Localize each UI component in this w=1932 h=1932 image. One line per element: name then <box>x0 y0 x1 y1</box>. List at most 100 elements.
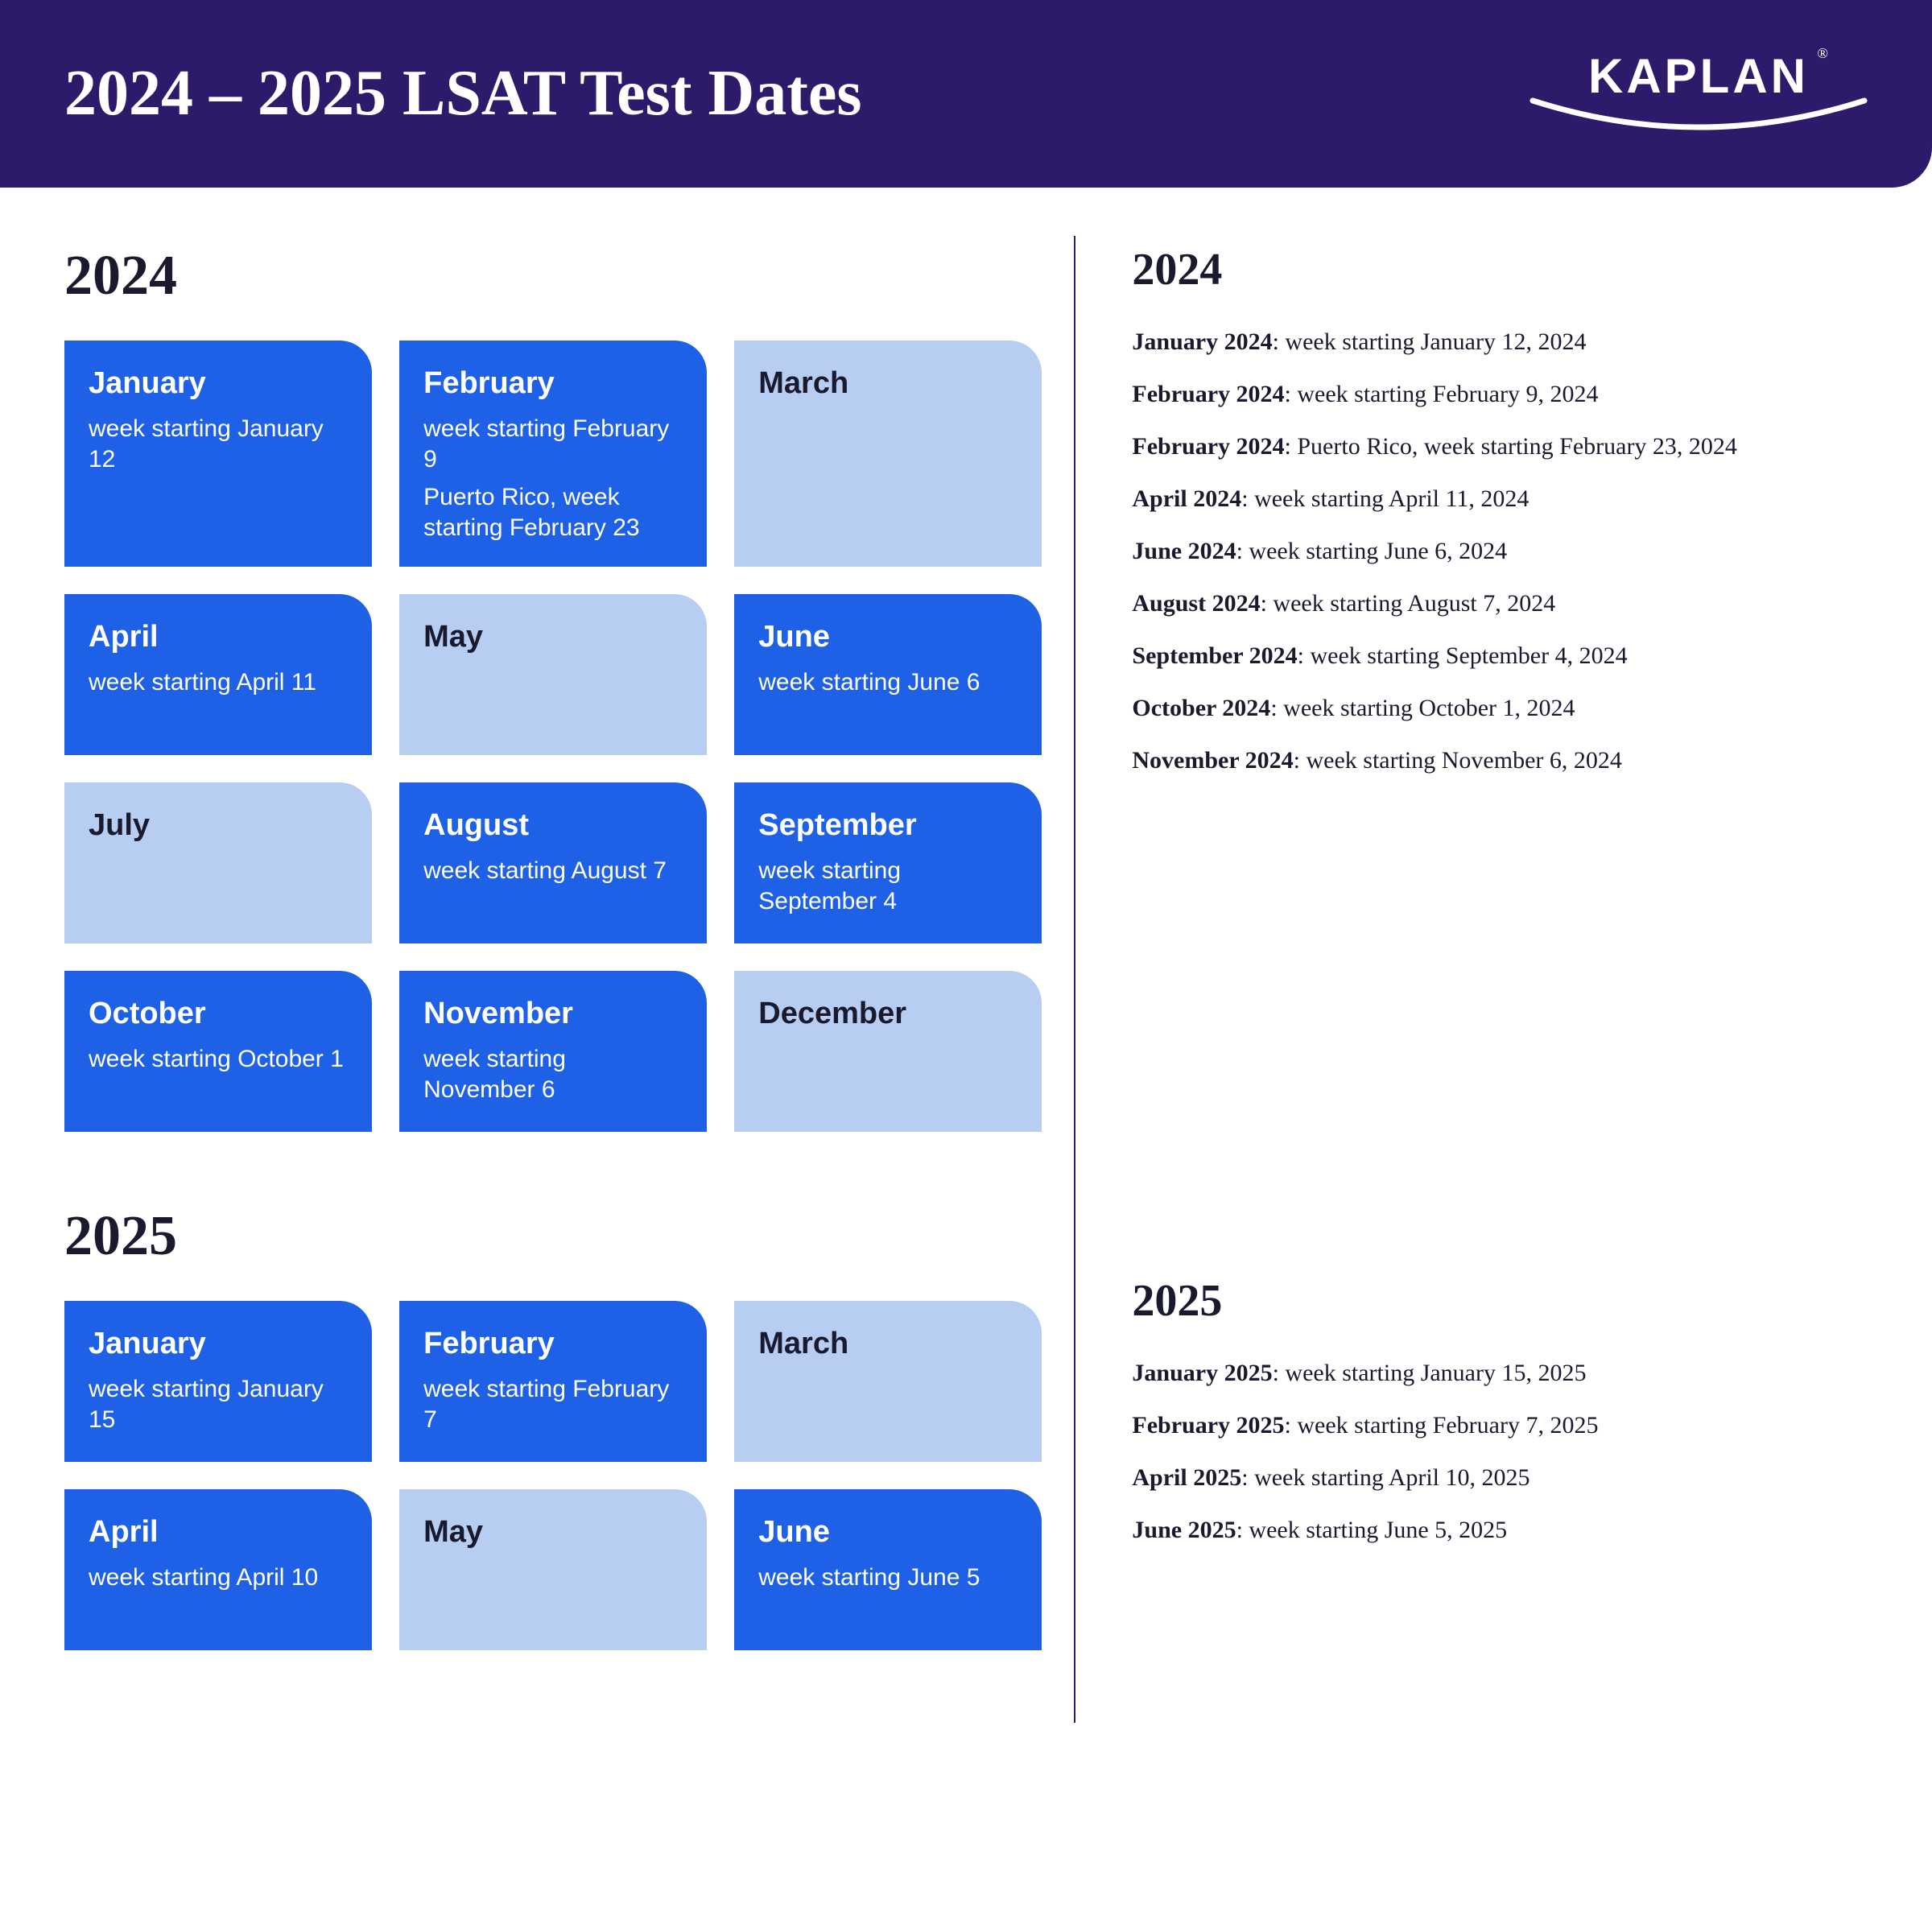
month-label: January <box>89 1327 348 1361</box>
month-card: February week starting February 9 Puerto R… <box>399 341 707 567</box>
date-entry-text: : week starting June 5, 2025 <box>1236 1517 1508 1543</box>
month-label: February <box>423 366 683 401</box>
date-entry: February 2024: Puerto Rico, week startin… <box>1132 431 1868 462</box>
date-entry-label: June 2024 <box>1132 538 1236 564</box>
date-entry-text: : week starting February 9, 2024 <box>1285 381 1599 407</box>
month-label: July <box>89 808 348 843</box>
date-entry: August 2024: week starting August 7, 202… <box>1132 588 1868 619</box>
date-entry-label: November 2024 <box>1132 747 1293 774</box>
date-entry-label: April 2025 <box>1132 1464 1241 1491</box>
month-detail: week starting November 6 <box>423 1044 683 1104</box>
list-column: 2024 January 2024: week starting January… <box>1074 236 1868 1723</box>
date-entry: January 2024: week starting January 12, … <box>1132 326 1868 357</box>
month-label: June <box>758 1515 1018 1550</box>
date-entry-label: September 2024 <box>1132 642 1297 669</box>
month-label: January <box>89 366 348 401</box>
date-list-2024: January 2024: week starting January 12, … <box>1132 326 1868 776</box>
calendar-column: 2024 January week starting January 12 Febr… <box>64 236 1074 1723</box>
date-entry-text: : week starting April 10, 2025 <box>1241 1464 1530 1491</box>
month-card: Octoberweek starting October 1 <box>64 971 372 1132</box>
date-entry: November 2024: week starting November 6,… <box>1132 745 1868 776</box>
card-grid-2024: January week starting January 12 February w… <box>64 341 1042 1132</box>
header-bar: 2024 – 2025 LSAT Test Dates KAPLAN ® <box>0 0 1932 188</box>
month-card: Aprilweek starting April 11 <box>64 594 372 755</box>
date-entry-text: : week starting October 1, 2024 <box>1270 695 1575 721</box>
month-detail: week starting January 15 <box>89 1374 348 1435</box>
date-entry-label: October 2024 <box>1132 695 1270 721</box>
month-label: September <box>758 808 1018 843</box>
date-entry: October 2024: week starting October 1, 2… <box>1132 692 1868 724</box>
month-card: July <box>64 782 372 943</box>
month-detail: week starting September 4 <box>758 856 1018 916</box>
date-entry: January 2025: week starting January 15, … <box>1132 1357 1868 1389</box>
registered-icon: ® <box>1817 45 1828 62</box>
date-entry: February 2025: week starting February 7,… <box>1132 1410 1868 1441</box>
date-entry-label: February 2024 <box>1132 381 1284 407</box>
month-label: June <box>758 620 1018 654</box>
month-label: May <box>423 1515 683 1550</box>
month-card: January week starting January 12 <box>64 341 372 567</box>
date-entry-label: August 2024 <box>1132 590 1260 617</box>
month-label: March <box>758 366 1018 401</box>
month-card: November week starting November 6 <box>399 971 707 1132</box>
date-entry-text: : week starting January 15, 2025 <box>1273 1360 1587 1386</box>
month-detail: week starting April 10 <box>89 1563 348 1593</box>
date-entry-label: January 2025 <box>1132 1360 1272 1386</box>
month-card: March <box>734 1301 1042 1462</box>
kaplan-logo: KAPLAN ® <box>1530 48 1868 139</box>
year-heading-2025: 2025 <box>64 1204 1042 1269</box>
month-card: June week starting June 5 <box>734 1489 1042 1650</box>
logo-text: KAPLAN <box>1588 49 1809 103</box>
month-label: December <box>758 997 1018 1031</box>
month-detail: week starting January 12 <box>89 414 348 474</box>
month-card: March <box>734 341 1042 567</box>
month-detail: week starting June 5 <box>758 1563 1018 1593</box>
date-entry-label: January 2024 <box>1132 328 1272 355</box>
month-detail: week starting August 7 <box>423 856 683 886</box>
month-card: February week starting February 7 <box>399 1301 707 1462</box>
date-entry-text: : week starting April 11, 2024 <box>1241 485 1529 512</box>
month-card: August week starting August 7 <box>399 782 707 943</box>
date-entry-text: : week starting August 7, 2024 <box>1261 590 1556 617</box>
month-card: April week starting April 10 <box>64 1489 372 1650</box>
date-entry-label: April 2024 <box>1132 485 1241 512</box>
year-heading-2024: 2024 <box>64 244 1042 308</box>
date-entry: April 2025: week starting April 10, 2025 <box>1132 1462 1868 1493</box>
month-detail: week starting February 7 <box>423 1374 683 1435</box>
month-card: January week starting January 15 <box>64 1301 372 1462</box>
month-label: March <box>758 1327 1018 1361</box>
date-entry-text: : week starting June 6, 2024 <box>1236 538 1508 564</box>
list-year-heading-2025: 2025 <box>1132 1275 1868 1327</box>
month-card: May <box>399 594 707 755</box>
date-entry: February 2024: week starting February 9,… <box>1132 378 1868 410</box>
date-entry: June 2025: week starting June 5, 2025 <box>1132 1514 1868 1546</box>
month-label: May <box>423 620 683 654</box>
main-content: 2024 January week starting January 12 Febr… <box>0 188 1932 1771</box>
month-card: December <box>734 971 1042 1132</box>
date-entry-text: : week starting September 4, 2024 <box>1298 642 1628 669</box>
date-entry-label: February 2024 <box>1132 433 1284 460</box>
date-entry-label: February 2025 <box>1132 1412 1284 1439</box>
month-card: May <box>399 1489 707 1650</box>
date-entry-text: : Puerto Rico, week starting February 23… <box>1285 433 1737 460</box>
date-entry-text: : week starting November 6, 2024 <box>1294 747 1622 774</box>
month-label: February <box>423 1327 683 1361</box>
date-entry: June 2024: week starting June 6, 2024 <box>1132 535 1868 567</box>
card-grid-2025: January week starting January 15 February w… <box>64 1301 1042 1650</box>
month-detail: week starting June 6 <box>758 667 1018 698</box>
month-label: November <box>423 997 683 1031</box>
month-detail: week starting October 1 <box>89 1044 348 1075</box>
date-entry-text: : week starting January 12, 2024 <box>1273 328 1587 355</box>
month-label: August <box>423 808 683 843</box>
month-label: April <box>89 620 348 654</box>
date-entry-label: June 2025 <box>1132 1517 1236 1543</box>
date-entry-text: : week starting February 7, 2025 <box>1285 1412 1599 1439</box>
month-detail: Puerto Rico, week starting February 23 <box>423 482 683 543</box>
month-detail: week starting February 9 <box>423 414 683 474</box>
date-entry: September 2024: week starting September … <box>1132 640 1868 671</box>
list-year-heading-2024: 2024 <box>1132 244 1868 295</box>
page-title: 2024 – 2025 LSAT Test Dates <box>64 57 862 130</box>
month-card: September week starting September 4 <box>734 782 1042 943</box>
date-list-2025: January 2025: week starting January 15, … <box>1132 1357 1868 1546</box>
month-label: April <box>89 1515 348 1550</box>
